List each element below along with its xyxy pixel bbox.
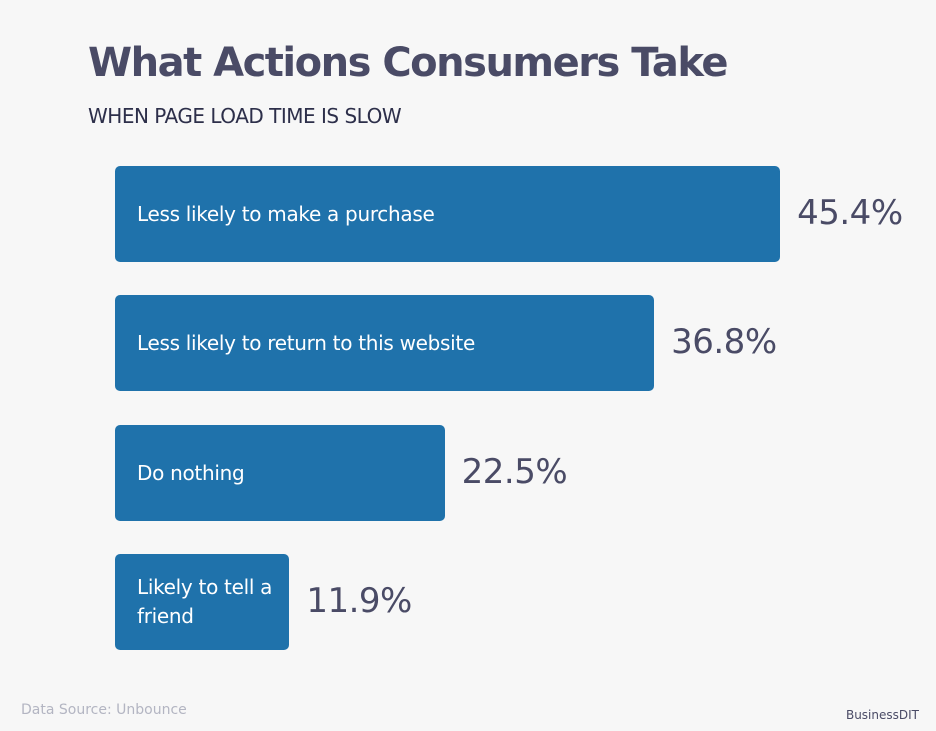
data-source: Data Source: Unbounce: [21, 702, 187, 718]
bar: Less likely to make a purchase: [115, 166, 781, 262]
bar-label: Do nothing: [137, 460, 245, 485]
bar: Likely to tell a friend: [115, 554, 290, 650]
value-label: 36.8%: [671, 322, 777, 362]
bar-label: Less likely to return to this website: [137, 330, 475, 355]
brand-label: BusinessDIT: [845, 708, 919, 722]
value-label: 22.5%: [461, 452, 568, 492]
bar-label: Less likely to make a purchase: [137, 201, 435, 226]
chart-subtitle: WHEN PAGE LOAD TIME IS SLOW: [88, 104, 402, 128]
chart-title: What Actions Consumers Take: [88, 40, 728, 86]
value-label: 45.4%: [797, 193, 903, 233]
bar-label: Likely to tell a friend: [137, 575, 273, 628]
bar: Less likely to return to this website: [115, 295, 655, 391]
bar: Do nothing: [115, 425, 445, 521]
value-label: 11.9%: [306, 581, 412, 621]
